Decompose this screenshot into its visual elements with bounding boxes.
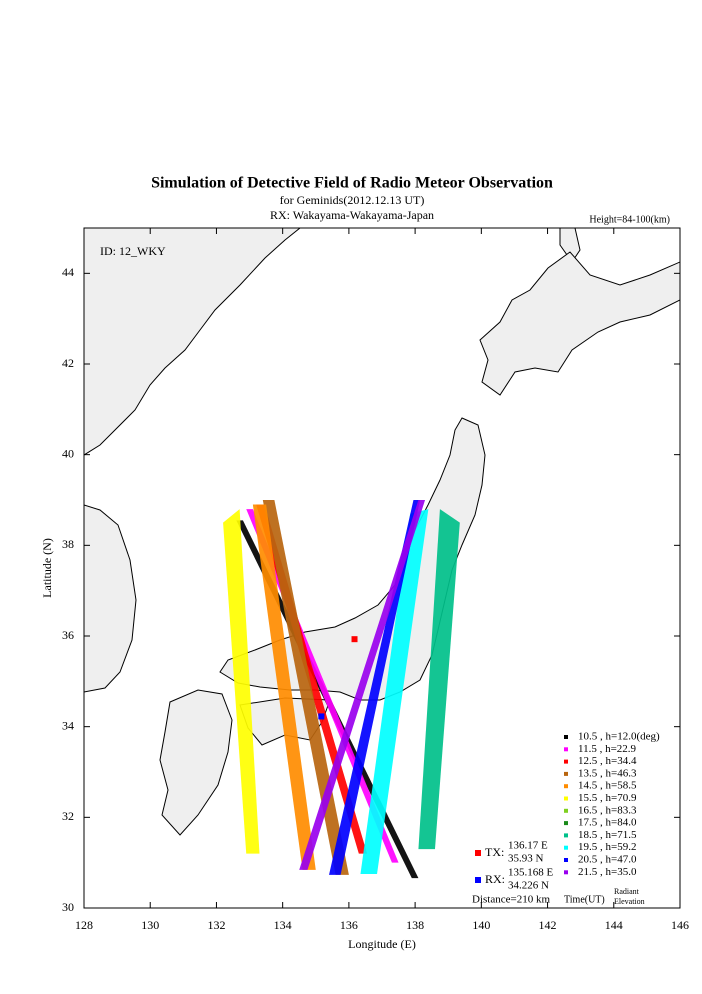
y-tick-label: 30 <box>62 900 74 914</box>
detective-band <box>223 509 260 854</box>
detective-band <box>418 509 460 850</box>
x-tick-label: 142 <box>539 918 557 932</box>
legend-swatch <box>564 870 568 875</box>
subtitle: for Geminids(2012.12.13 UT) <box>280 193 425 207</box>
detective-band <box>299 500 426 870</box>
distance: Distance=210 km <box>472 894 550 906</box>
station-label: TX: <box>485 845 504 859</box>
station-legend <box>475 850 481 856</box>
plot-frame <box>83 227 681 909</box>
legend-label: 10.5 , h=12.0(deg) <box>578 731 660 743</box>
bands <box>223 500 460 879</box>
legend-label: 19.5 , h=59.2 <box>578 841 636 853</box>
legend-label: 11.5 , h=22.9 <box>578 743 637 755</box>
x-tick-label: 146 <box>671 918 689 932</box>
detective-band <box>252 504 316 870</box>
y-tick-label: 38 <box>62 537 74 551</box>
height-note: Height=84-100(km) <box>589 214 670 225</box>
x-tick-label: 140 <box>472 918 490 932</box>
legend-swatch <box>564 735 568 739</box>
x-tick-label: 144 <box>605 918 623 932</box>
y-axis-label: Latitude (N) <box>40 538 54 598</box>
x-tick-label: 134 <box>274 918 292 932</box>
id-label: ID: 12_WKY <box>100 244 166 258</box>
y-tick-label: 36 <box>62 628 74 642</box>
detective-band <box>360 509 429 874</box>
elevation-label: Radiant Elevation <box>614 887 645 906</box>
station-marker <box>318 713 325 720</box>
legend-label: 21.5 , h=35.0 <box>578 866 637 878</box>
station-label: RX: <box>485 872 505 886</box>
y-tick-label: 34 <box>62 718 74 732</box>
legend-swatch <box>564 808 568 813</box>
elevation-label-line: Radiant <box>614 887 640 896</box>
station-lon: 135.168 E <box>508 867 554 879</box>
chart-title: Simulation of Detective Field of Radio M… <box>151 175 553 192</box>
legend-swatch <box>564 858 568 862</box>
legend-label: 12.5 , h=34.4 <box>578 755 637 767</box>
x-axis-label: Longitude (E) <box>348 937 416 951</box>
legend-label: 20.5 , h=47.0 <box>578 854 637 866</box>
x-tick-label: 138 <box>406 918 424 932</box>
sakhalin <box>559 228 581 263</box>
receiver: RX: Wakayama-Wakayama-Japan <box>270 208 434 222</box>
y-tick-label: 44 <box>62 265 74 279</box>
legend-swatch <box>564 845 568 850</box>
detective-band <box>262 500 349 875</box>
hokkaido <box>479 251 680 396</box>
legend-label: 13.5 , h=46.3 <box>578 767 637 779</box>
legend-swatch <box>564 796 568 801</box>
legend-swatch <box>564 759 568 764</box>
y-tick-label: 32 <box>62 809 74 823</box>
time-label: Time(UT) <box>564 894 605 905</box>
legend-label: 18.5 , h=71.5 <box>578 829 637 841</box>
station-marker <box>351 636 358 643</box>
x-tick-label: 130 <box>141 918 159 932</box>
map-land <box>84 228 680 836</box>
legend-swatch <box>564 747 568 752</box>
x-tick-label: 136 <box>340 918 358 932</box>
station-legend <box>475 877 481 883</box>
station-lat: 34.226 N <box>508 880 549 892</box>
detective-band <box>329 500 421 875</box>
legend-swatch <box>564 833 568 838</box>
mainland-asia <box>84 228 301 456</box>
y-tick-label: 42 <box>62 356 74 370</box>
x-tick-label: 128 <box>75 918 93 932</box>
y-tick-label: 40 <box>62 446 74 460</box>
legend-label: 14.5 , h=58.5 <box>578 780 637 792</box>
kyushu <box>159 689 233 836</box>
elevation-label-line: Elevation <box>614 897 645 906</box>
legend-swatch <box>564 784 568 789</box>
x-tick-label: 132 <box>207 918 225 932</box>
legend-swatch <box>564 821 568 826</box>
station-lon: 136.17 E <box>508 840 548 852</box>
korea <box>84 504 137 693</box>
legend-swatch <box>564 771 568 776</box>
station-lat: 35.93 N <box>508 853 544 865</box>
legend-label: 15.5 , h=70.9 <box>578 792 637 804</box>
legend-label: 17.5 , h=84.0 <box>578 817 637 829</box>
legend-label: 16.5 , h=83.3 <box>578 804 637 816</box>
